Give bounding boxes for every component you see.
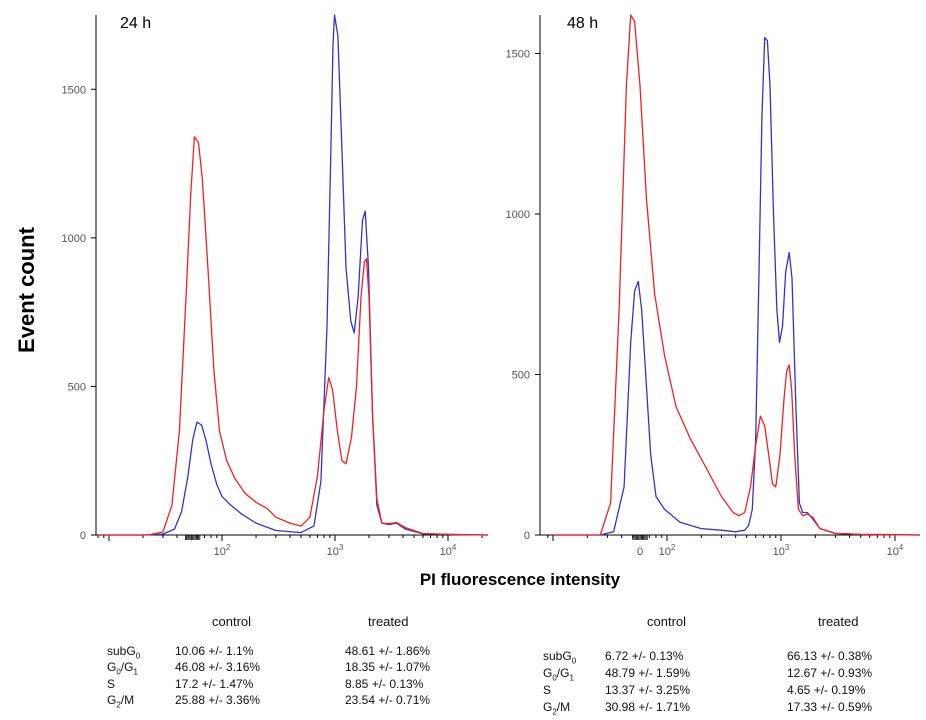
y-tick-label: 500 xyxy=(512,370,530,382)
phase-label: S xyxy=(107,677,116,691)
series-line-treated xyxy=(98,136,489,536)
value-control: 30.98 +/- 1.71% xyxy=(605,700,691,714)
value-control: 25.88 +/- 3.36% xyxy=(175,693,261,707)
x-tick-label: 0 xyxy=(637,546,643,558)
phase-label: G2/M xyxy=(543,700,571,717)
y-tick-label: 1500 xyxy=(506,49,530,61)
value-control: 10.06 +/- 1.1% xyxy=(175,644,254,658)
phase-label: G0/G1 xyxy=(543,666,574,683)
value-control: 17.2 +/- 1.47% xyxy=(175,677,254,691)
phase-label: G2/M xyxy=(107,693,135,710)
y-tick-label: 1000 xyxy=(506,209,530,221)
value-treated: 18.35 +/- 1.07% xyxy=(345,660,431,674)
value-treated: 8.85 +/- 0.13% xyxy=(345,677,424,691)
y-tick-label: 1000 xyxy=(62,233,86,245)
header-treated: treated xyxy=(818,614,859,629)
value-control: 6.72 +/- 0.13% xyxy=(605,649,684,663)
value-treated: 23.54 +/- 0.71% xyxy=(345,693,431,707)
panel-title: 24 h xyxy=(120,15,151,32)
value-treated: 17.33 +/- 0.59% xyxy=(787,700,873,714)
value-treated: 4.65 +/- 0.19% xyxy=(787,683,866,697)
value-control: 46.08 +/- 3.16% xyxy=(175,660,261,674)
value-control: 13.37 +/- 3.25% xyxy=(605,683,691,697)
y-tick-label: 500 xyxy=(68,381,86,393)
value-treated: 48.61 +/- 1.86% xyxy=(345,644,431,658)
y-tick-label: 0 xyxy=(524,530,530,542)
value-treated: 12.67 +/- 0.93% xyxy=(787,666,873,680)
header-control: control xyxy=(647,614,687,629)
header-control: control xyxy=(212,614,252,629)
x-axis-title: PI fluorescence intensity xyxy=(420,570,621,589)
value-control: 48.79 +/- 1.59% xyxy=(605,666,691,680)
series-line-control xyxy=(98,14,489,536)
y-tick-label: 0 xyxy=(80,530,86,542)
phase-label: subG0 xyxy=(543,649,577,666)
phase-label: subG0 xyxy=(107,644,141,661)
y-axis-title: Event count xyxy=(14,226,39,353)
stats-table-24h: control treated subG0 10.06 +/- 1.1% 48.61 +… xyxy=(107,614,431,710)
series-line-control xyxy=(553,36,921,536)
y-tick-label: 1500 xyxy=(62,84,86,96)
value-treated: 66.13 +/- 0.38% xyxy=(787,649,873,663)
header-treated: treated xyxy=(368,614,409,629)
phase-label: G0/G1 xyxy=(107,660,138,677)
series-line-treated xyxy=(553,14,921,536)
panel-title: 48 h xyxy=(567,15,598,32)
phase-label: S xyxy=(543,683,552,697)
